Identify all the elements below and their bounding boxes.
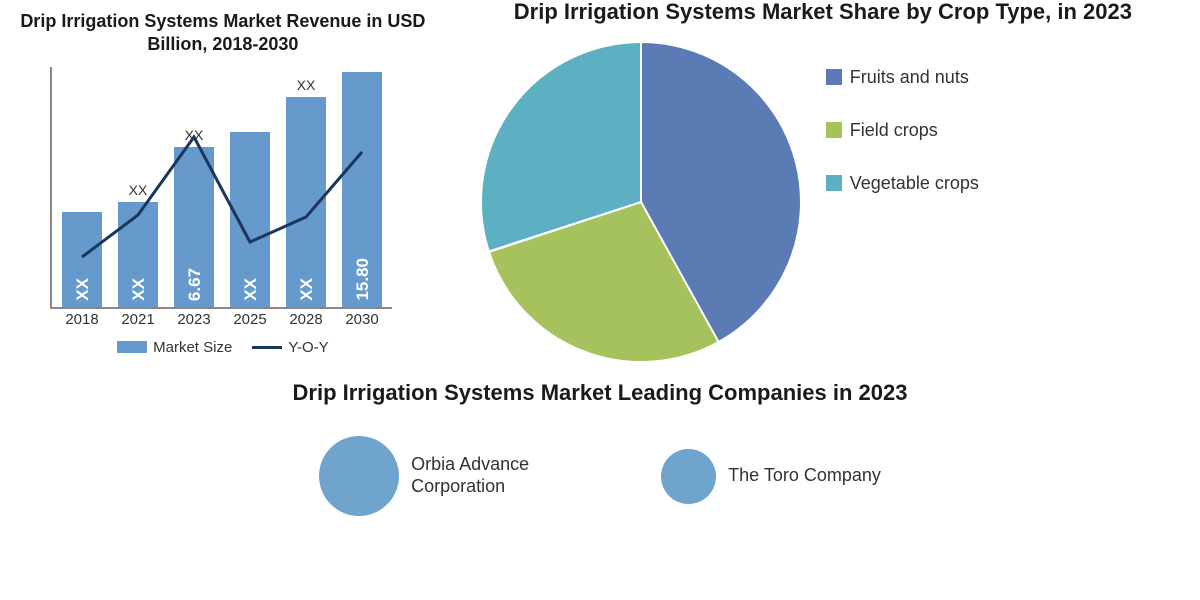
pie-legend-swatch — [826, 122, 842, 138]
bar: 6.67XX — [174, 147, 214, 307]
bar-value: 6.67 — [185, 268, 205, 301]
pie-chart — [456, 37, 826, 367]
pie-legend: Fruits and nuts Field crops Vegetable crop… — [826, 67, 979, 226]
bar: XX — [230, 132, 270, 307]
bar-chart-title: Drip Irrigation Systems Market Revenue i… — [20, 10, 426, 57]
pie-chart-title: Drip Irrigation Systems Market Share by … — [456, 0, 1190, 27]
bar: 15.80 — [342, 72, 382, 307]
x-axis-label: 2018 — [65, 311, 98, 328]
bar-value: XX — [73, 278, 93, 301]
bubble-section: Drip Irrigation Systems Market Leading C… — [0, 380, 1200, 516]
bar-top-label: XX — [185, 127, 204, 143]
company-bubble — [661, 449, 716, 504]
bar-chart-panel: Drip Irrigation Systems Market Revenue i… — [0, 0, 446, 380]
pie-container: Fruits and nuts Field crops Vegetable crop… — [456, 37, 1190, 367]
top-row: Drip Irrigation Systems Market Revenue i… — [0, 0, 1200, 380]
bar-value: XX — [241, 278, 261, 301]
legend-market-size: Market Size — [117, 339, 232, 356]
legend-yoy: Y-O-Y — [252, 339, 328, 356]
bar: XXXX — [286, 97, 326, 307]
x-axis-label: 2030 — [345, 311, 378, 328]
x-axis-label: 2025 — [233, 311, 266, 328]
bar-value: 15.80 — [353, 258, 373, 301]
pie-legend-label: Vegetable crops — [850, 173, 979, 194]
bar-value: XX — [297, 278, 317, 301]
pie-chart-panel: Drip Irrigation Systems Market Share by … — [446, 0, 1200, 380]
company-label: Orbia Advance Corporation — [411, 454, 581, 497]
pie-legend-label: Fruits and nuts — [850, 67, 969, 88]
x-axis-label: 2028 — [289, 311, 322, 328]
company-bubble-item: Orbia Advance Corporation — [319, 436, 581, 516]
bar-x-labels: 2018 2021 2023 2025 2028 2030 — [52, 307, 392, 327]
pie-legend-item: Field crops — [826, 120, 979, 141]
bar-top-label: XX — [297, 77, 316, 93]
bar-top-label: XX — [129, 182, 148, 198]
bubble-row: Orbia Advance Corporation The Toro Compan… — [0, 436, 1200, 516]
bar: XXXX — [118, 202, 158, 307]
legend-yoy-swatch — [252, 346, 282, 349]
company-bubble-item: The Toro Company — [661, 449, 881, 504]
legend-market-size-label: Market Size — [153, 339, 232, 356]
pie-legend-swatch — [826, 69, 842, 85]
bar: XX — [62, 212, 102, 307]
pie-legend-item: Vegetable crops — [826, 173, 979, 194]
company-bubble — [319, 436, 399, 516]
company-label: The Toro Company — [728, 465, 881, 487]
legend-market-size-swatch — [117, 341, 147, 353]
bar-value: XX — [129, 278, 149, 301]
bar-chart-area: XXXXXX6.67XXXXXXXX15.80 2018202120232025… — [50, 67, 392, 309]
x-axis-label: 2023 — [177, 311, 210, 328]
x-axis-label: 2021 — [121, 311, 154, 328]
legend-yoy-label: Y-O-Y — [288, 339, 328, 356]
pie-legend-item: Fruits and nuts — [826, 67, 979, 88]
pie-legend-swatch — [826, 175, 842, 191]
bubble-title: Drip Irrigation Systems Market Leading C… — [0, 380, 1200, 406]
yoy-line — [52, 67, 392, 307]
bar-legend: Market Size Y-O-Y — [20, 339, 426, 356]
pie-legend-label: Field crops — [850, 120, 938, 141]
